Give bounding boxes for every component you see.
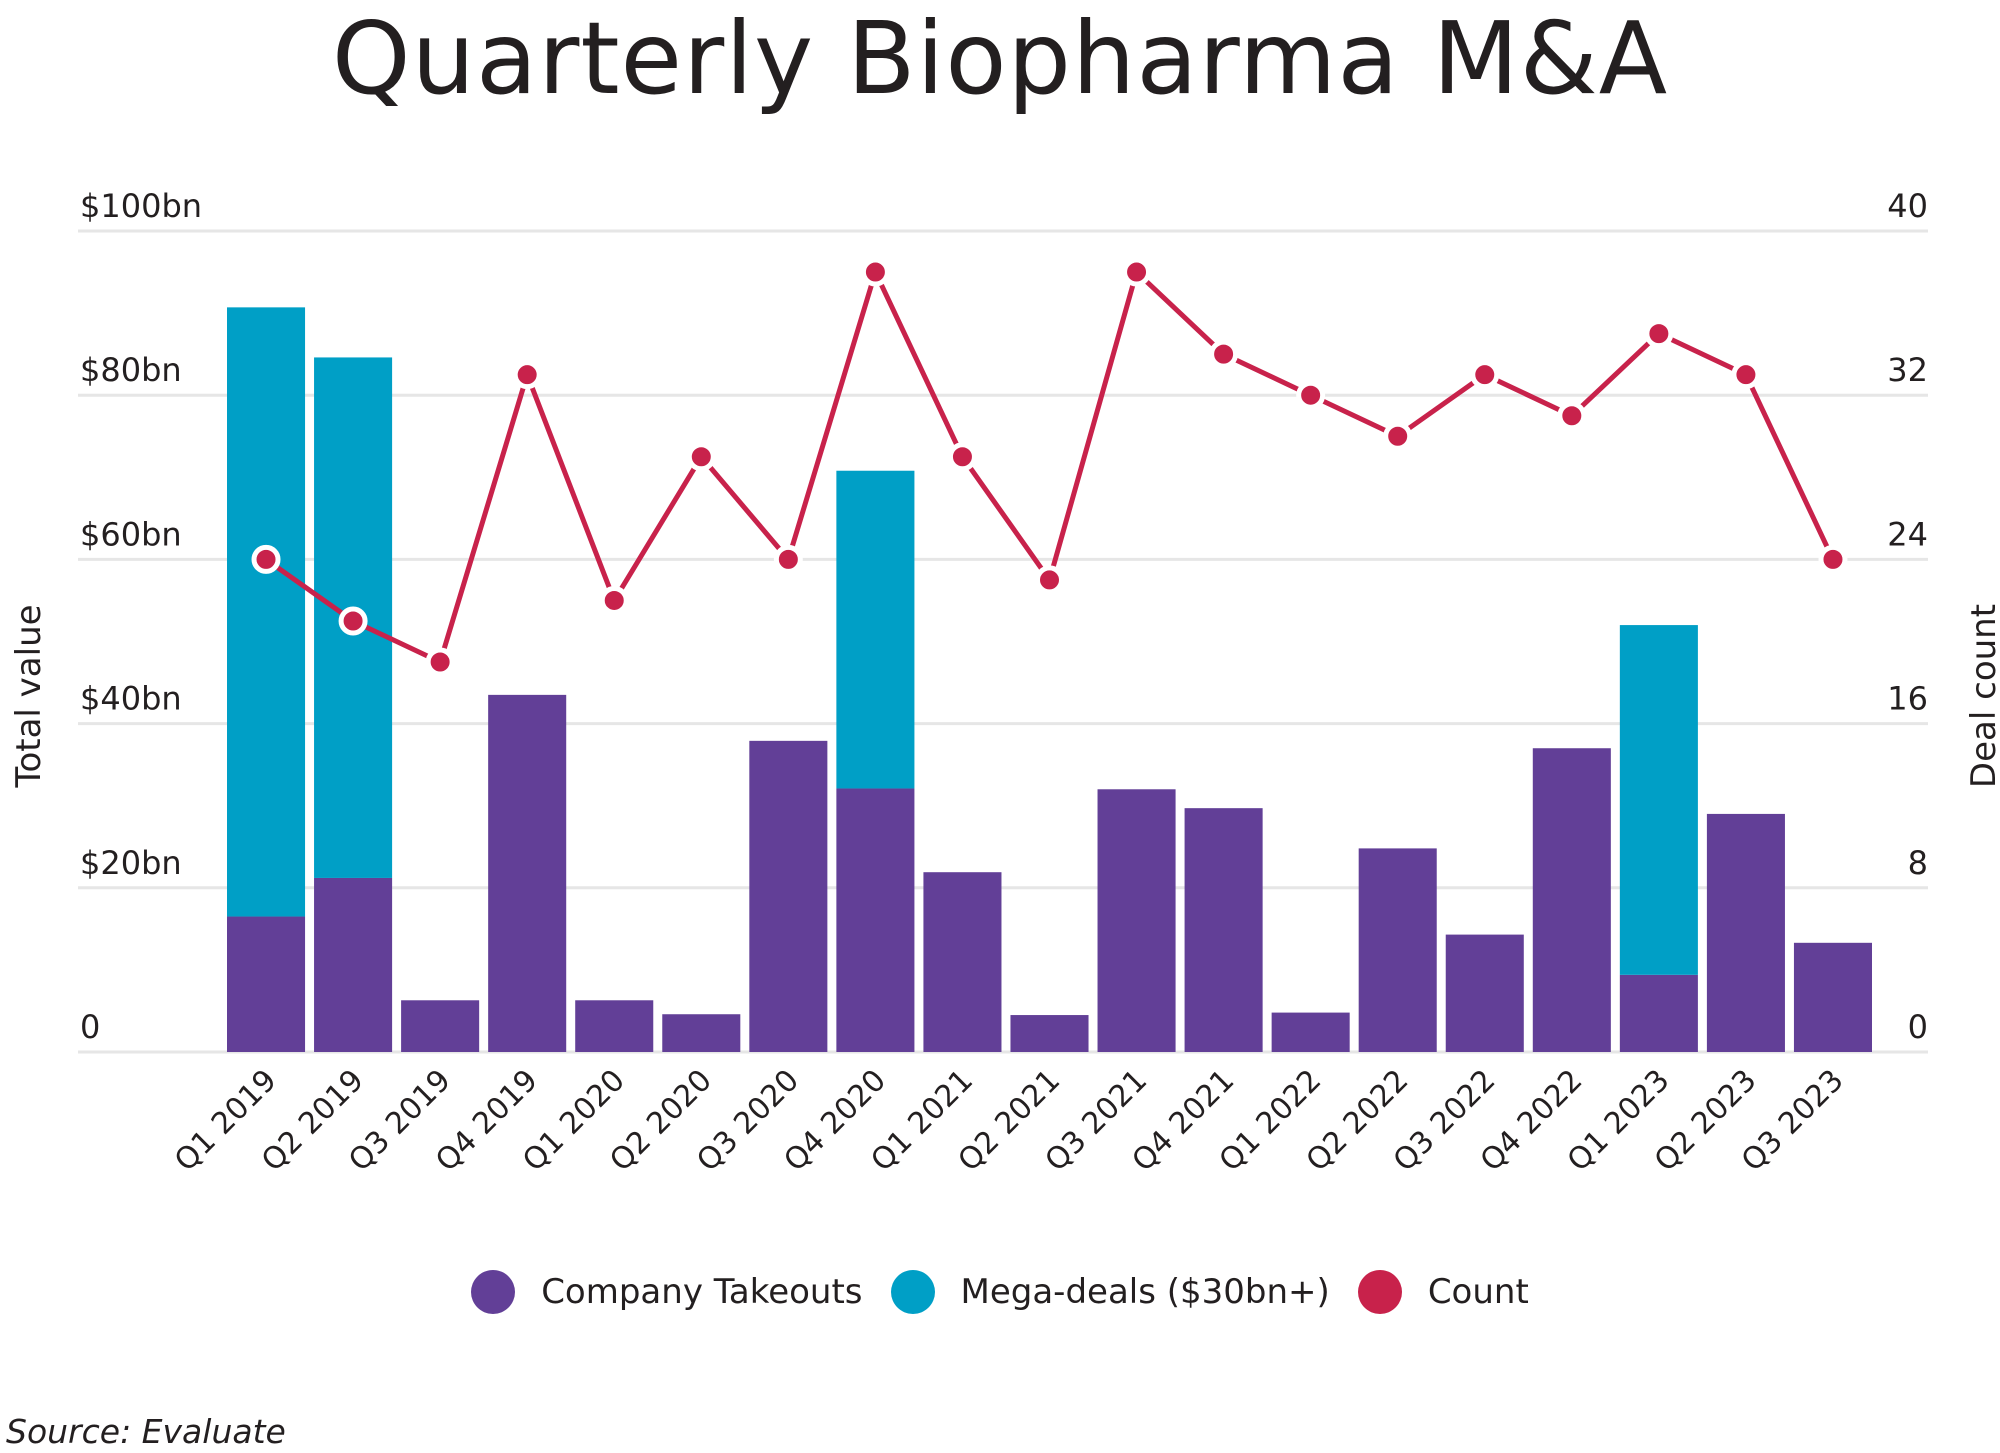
legend-swatch-count xyxy=(1357,1270,1402,1314)
y-tick-label-left: $20bn xyxy=(80,844,182,882)
legend-label: Company Takeouts xyxy=(541,1272,863,1312)
legend-item-mega-deals[interactable]: Mega-deals ($30bn+) xyxy=(890,1270,1330,1314)
count-point[interactable] xyxy=(1296,380,1326,410)
y-axis-left-title: Total value xyxy=(9,604,49,788)
count-point[interactable] xyxy=(686,442,716,472)
bar-company-takeouts[interactable] xyxy=(488,694,567,1052)
bar-company-takeouts[interactable] xyxy=(1184,808,1263,1052)
bar-company-takeouts[interactable] xyxy=(1532,748,1611,1052)
count-point[interactable] xyxy=(1818,544,1848,574)
count-point[interactable] xyxy=(1731,360,1761,390)
bar-mega-deals[interactable] xyxy=(1619,625,1698,975)
count-point[interactable] xyxy=(1557,401,1587,431)
count-point[interactable] xyxy=(1209,339,1239,369)
bar-company-takeouts[interactable] xyxy=(1706,813,1785,1052)
bar-company-takeouts[interactable] xyxy=(227,916,306,1052)
count-point[interactable] xyxy=(947,442,977,472)
y-tick-label-right: 0 xyxy=(1908,1008,1928,1046)
count-point[interactable] xyxy=(1644,319,1674,349)
bar-company-takeouts[interactable] xyxy=(1010,1015,1089,1052)
count-point[interactable] xyxy=(860,257,890,287)
bar-company-takeouts[interactable] xyxy=(1793,942,1872,1052)
count-point[interactable] xyxy=(1122,257,1152,287)
y-tick-label-right: 32 xyxy=(1887,351,1928,389)
bar-company-takeouts[interactable] xyxy=(836,788,915,1052)
legend-item-count[interactable]: Count xyxy=(1357,1270,1529,1314)
y-tick-label-left: 0 xyxy=(80,1008,100,1046)
legend-label: Mega-deals ($30bn+) xyxy=(960,1272,1330,1312)
bar-mega-deals[interactable] xyxy=(227,307,306,917)
count-point[interactable] xyxy=(1470,360,1500,390)
bar-mega-deals[interactable] xyxy=(836,470,915,789)
count-line-path xyxy=(264,269,1836,665)
y-axis-left: 0 $20bn $40bn $60bn $80bn $100bn xyxy=(80,187,202,1046)
bar-company-takeouts[interactable] xyxy=(1097,789,1176,1052)
count-point[interactable] xyxy=(773,544,803,574)
y-tick-label-right: 16 xyxy=(1887,680,1928,718)
bar-company-takeouts[interactable] xyxy=(749,740,828,1052)
legend: Company Takeouts Mega-deals ($30bn+) Cou… xyxy=(0,1265,2000,1319)
count-point[interactable] xyxy=(338,606,368,636)
bar-company-takeouts[interactable] xyxy=(401,1000,480,1052)
bar-company-takeouts[interactable] xyxy=(1271,1012,1350,1052)
bar-company-takeouts[interactable] xyxy=(314,877,393,1052)
y-axis-right-title: Deal count xyxy=(1964,604,2000,788)
source-note: Source: Evaluate xyxy=(6,1412,286,1451)
bar-company-takeouts[interactable] xyxy=(923,872,1002,1052)
y-tick-label-left: $100bn xyxy=(80,187,202,225)
count-point[interactable] xyxy=(425,647,455,677)
count-point[interactable] xyxy=(1383,421,1413,451)
count-line xyxy=(251,257,1848,677)
bar-company-takeouts[interactable] xyxy=(1358,848,1437,1052)
legend-label: Count xyxy=(1427,1272,1529,1312)
y-tick-label-left: $60bn xyxy=(80,515,182,553)
y-tick-label-right: 24 xyxy=(1887,515,1928,553)
chart-title: Quarterly Biopharma M&A xyxy=(331,0,1669,117)
bar-company-takeouts[interactable] xyxy=(1619,974,1698,1052)
legend-swatch-mega-deals xyxy=(890,1270,935,1314)
bars xyxy=(227,307,1872,1052)
y-tick-label-left: $80bn xyxy=(80,351,182,389)
y-tick-label-right: 8 xyxy=(1908,844,1928,882)
y-tick-label-left: $40bn xyxy=(80,680,182,718)
count-point[interactable] xyxy=(251,544,281,574)
bar-company-takeouts[interactable] xyxy=(575,1000,654,1052)
count-point[interactable] xyxy=(599,585,629,615)
bar-company-takeouts[interactable] xyxy=(662,1014,741,1052)
legend-swatch-company-takeouts xyxy=(471,1270,516,1314)
count-point[interactable] xyxy=(1035,565,1064,595)
count-point[interactable] xyxy=(512,360,542,390)
legend-item-company-takeouts[interactable]: Company Takeouts xyxy=(471,1270,863,1314)
y-axis-right: 0 8 16 24 32 40 xyxy=(1887,187,1928,1046)
bar-company-takeouts[interactable] xyxy=(1445,934,1524,1052)
y-tick-label-right: 40 xyxy=(1887,187,1928,225)
